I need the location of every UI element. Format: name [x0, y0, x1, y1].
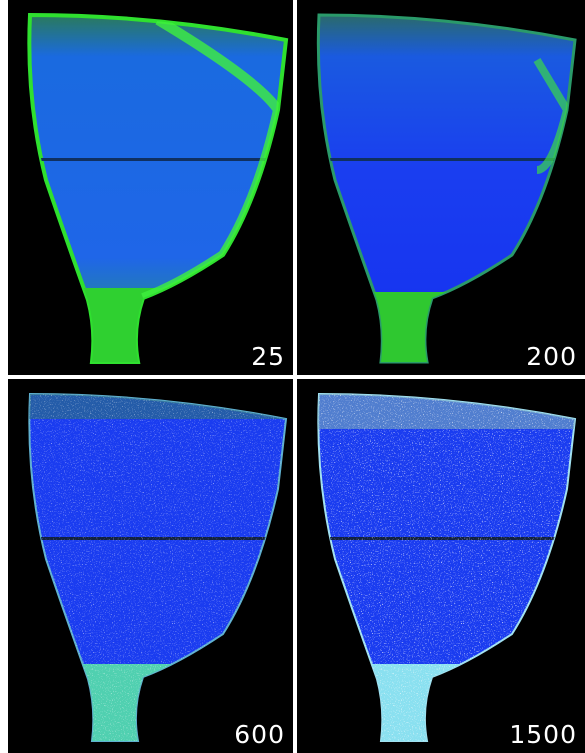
panel: 1500 — [297, 379, 585, 753]
iteration-label: 200 — [526, 342, 577, 371]
panel: 200 — [297, 0, 585, 375]
iteration-label: 600 — [234, 720, 285, 749]
iteration-label: 1500 — [509, 720, 577, 749]
iteration-label: 25 — [251, 342, 285, 371]
render — [316, 13, 577, 364]
render — [27, 13, 288, 364]
panel: 600 — [8, 379, 293, 753]
panel: 25 — [8, 0, 293, 375]
render — [317, 393, 576, 742]
render — [28, 393, 287, 742]
